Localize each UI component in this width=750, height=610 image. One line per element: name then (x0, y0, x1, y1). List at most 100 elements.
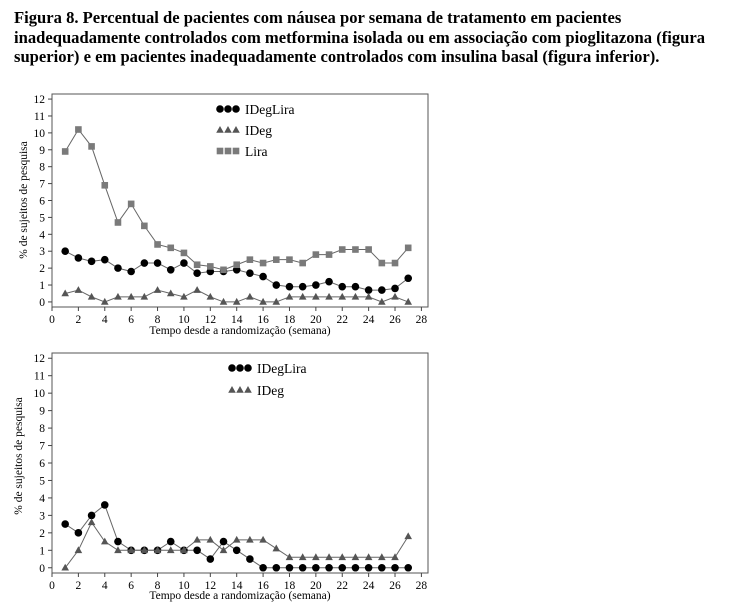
x-tick-label: 20 (310, 314, 322, 326)
data-point-ideg (391, 553, 399, 561)
data-point-ideg (364, 292, 373, 300)
y-tick-label: 12 (34, 353, 46, 365)
y-tick-label: 7 (39, 441, 45, 453)
data-point-ideglira (166, 537, 175, 546)
data-point-ideglira (74, 254, 83, 262)
legend-entry-label: Lira (245, 144, 268, 159)
legend-marker (224, 126, 232, 133)
data-point-ideg (378, 297, 386, 305)
data-point-ideglira (246, 555, 254, 563)
data-point-ideg (140, 546, 149, 554)
data-point-lira (246, 256, 254, 263)
data-point-ideg (325, 553, 333, 561)
data-point-lira (220, 266, 227, 274)
y-tick-label: 10 (34, 388, 46, 400)
data-point-ideglira (259, 563, 267, 572)
data-point-ideglira (364, 286, 373, 294)
data-point-ideglira (338, 563, 347, 572)
data-point-lira (299, 259, 306, 267)
x-tick-label: 18 (284, 580, 296, 592)
x-axis-label: Tempo desde a randomização (semana) (149, 590, 330, 602)
data-point-ideg (404, 297, 413, 305)
y-tick-label: 6 (39, 458, 45, 470)
data-point-ideg (285, 292, 294, 300)
data-point-ideg (246, 535, 254, 543)
data-point-ideg (259, 535, 267, 543)
x-tick-label: 6 (128, 314, 134, 326)
y-tick-label: 8 (39, 423, 45, 435)
x-tick-label: 6 (128, 580, 134, 592)
y-tick-label: 11 (34, 371, 45, 383)
legend-entry-label: IDegLira (257, 361, 306, 376)
data-point-ideglira (100, 501, 109, 509)
data-point-lira (101, 181, 109, 189)
legend-marker (244, 364, 252, 372)
data-point-ideglira (114, 537, 122, 546)
data-point-ideglira (298, 282, 307, 291)
data-point-ideglira (166, 266, 175, 274)
y-tick-label: 4 (39, 229, 45, 241)
data-point-ideg (114, 546, 122, 554)
y-tick-label: 10 (34, 128, 46, 140)
legend-marker (236, 386, 244, 393)
data-point-ideglira (378, 286, 386, 294)
data-point-lira (61, 148, 69, 155)
legend-marker (216, 105, 224, 113)
data-point-ideg (206, 535, 215, 543)
plot-frame (51, 93, 429, 308)
data-point-ideg (272, 544, 281, 552)
data-point-ideg (351, 553, 360, 561)
data-point-ideg (298, 292, 307, 300)
x-tick-label: 0 (49, 314, 55, 326)
data-point-ideglira (232, 546, 241, 555)
data-point-ideg (74, 286, 83, 293)
data-point-ideglira (246, 269, 254, 277)
x-tick-label: 24 (363, 314, 375, 326)
data-point-ideg (312, 292, 320, 300)
data-point-ideglira (100, 255, 109, 264)
y-tick-label: 4 (39, 493, 45, 505)
data-point-ideg (232, 535, 241, 543)
data-point-ideglira (87, 511, 96, 520)
legend-marker (232, 126, 240, 133)
y-tick-label: 8 (39, 162, 45, 174)
data-point-ideglira (298, 563, 307, 572)
data-point-ideg (114, 292, 122, 300)
x-tick-label: 26 (389, 314, 401, 326)
x-tick-label: 12 (205, 314, 217, 326)
data-point-ideg (193, 286, 201, 293)
data-point-ideglira (219, 537, 228, 546)
data-point-ideglira (61, 247, 69, 256)
data-point-ideg (87, 292, 96, 300)
data-point-ideglira (153, 259, 162, 267)
y-tick-label: 9 (39, 406, 45, 418)
data-point-ideg (219, 297, 228, 305)
data-point-ideg (351, 292, 360, 300)
data-point-ideglira (351, 282, 360, 291)
data-point-lira (365, 246, 372, 253)
y-tick-label: 7 (39, 179, 45, 191)
data-point-lira (207, 263, 214, 270)
data-point-ideg (259, 297, 267, 305)
data-point-lira (259, 259, 267, 267)
data-point-lira (127, 200, 135, 208)
data-point-ideglira (193, 546, 201, 555)
data-point-ideglira (193, 269, 201, 277)
legend-marker (244, 386, 252, 393)
data-point-ideg (180, 292, 188, 300)
x-tick-label: 20 (310, 580, 322, 592)
x-axis-label: Tempo desde a randomização (semana) (149, 325, 330, 337)
data-point-ideg (61, 563, 69, 571)
data-point-lira (391, 259, 399, 267)
data-point-lira (352, 246, 359, 253)
figure-caption: Figura 8. Percentual de pacientes com ná… (14, 8, 706, 66)
data-point-ideg (140, 292, 149, 300)
legend-entry-label: IDegLira (245, 102, 294, 117)
data-point-ideglira (364, 563, 373, 572)
data-point-ideg (364, 553, 373, 561)
data-point-ideg (100, 297, 109, 305)
data-point-lira (338, 246, 346, 253)
